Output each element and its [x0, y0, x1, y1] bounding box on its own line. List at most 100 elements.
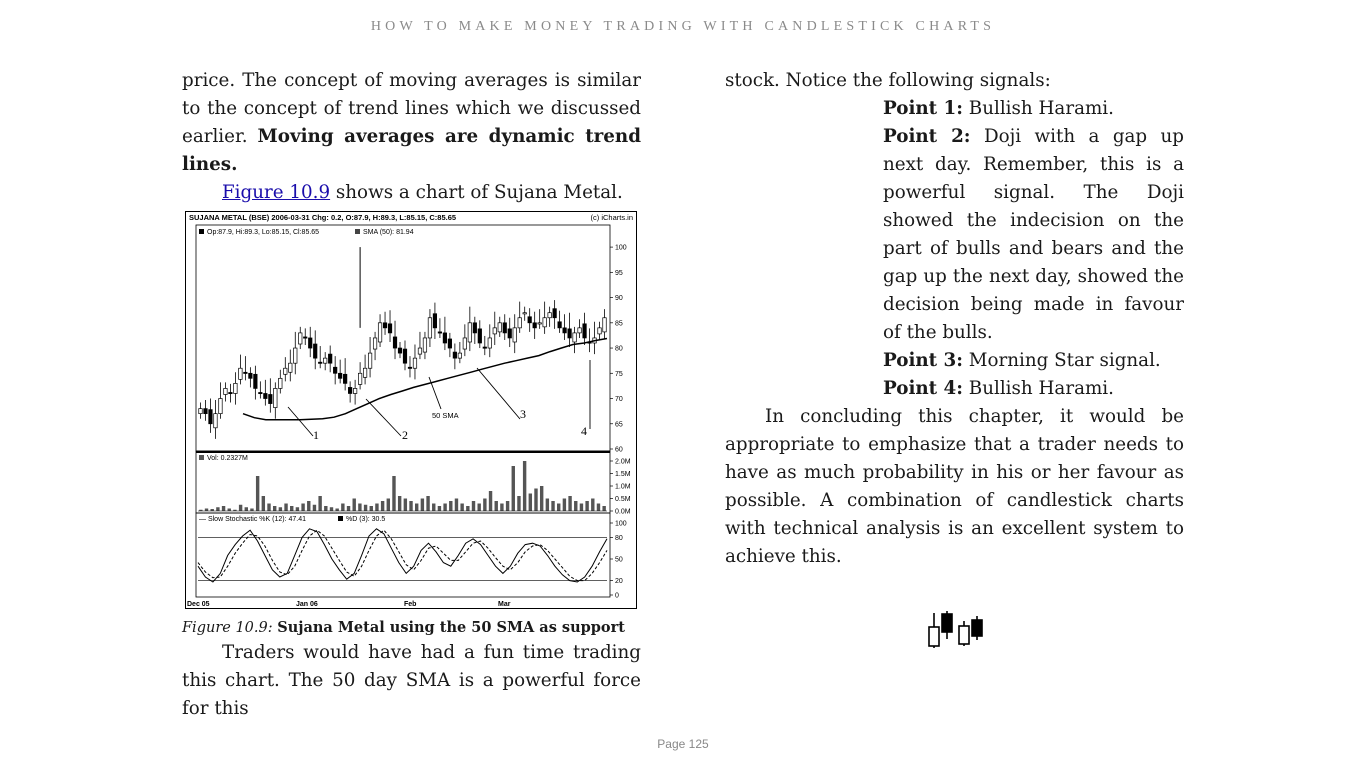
bold-dynamic-trend-lines: Moving averages are dynamic trend lines. — [182, 126, 641, 175]
volume-bar — [392, 476, 396, 511]
candle-body — [492, 327, 497, 335]
point-1-text: Bullish Harami. — [962, 98, 1114, 119]
marker-3: 3 — [520, 407, 526, 421]
stochastic-k-line — [197, 528, 608, 583]
candle-body — [472, 322, 477, 334]
volume-bar — [534, 488, 538, 511]
volume-bar — [324, 506, 328, 511]
volume-bar — [568, 496, 572, 511]
volume-bar — [199, 509, 203, 511]
volume-bar — [585, 501, 589, 511]
candle-body — [283, 367, 288, 375]
candle-body — [387, 323, 393, 334]
candle-body — [208, 409, 213, 425]
volume-bar — [574, 501, 578, 511]
price-tick-label: 95 — [615, 270, 623, 277]
volume-bar — [358, 503, 362, 511]
price-ticks: 100 95 90 85 80 75 70 65 60 — [610, 245, 627, 454]
chart-source: (c) iCharts.in — [590, 213, 633, 222]
volume-tick-label: 0.5M — [615, 496, 631, 503]
candle-body — [377, 322, 383, 343]
stochastic-legend-swatch — [338, 516, 343, 521]
candle-body — [547, 312, 552, 319]
x-tick-dec: Dec 05 — [187, 601, 210, 608]
volume-bar — [443, 503, 447, 511]
volume-bar — [551, 501, 555, 511]
candle-body — [407, 366, 413, 369]
marker-4: 4 — [581, 424, 587, 438]
paragraph-signals-intro: stock. Notice the following signals: — [725, 70, 1051, 91]
paragraph-figure-reference: Figure 10.9 shows a chart of Sujana Meta… — [182, 179, 641, 207]
candle-body — [557, 321, 562, 329]
volume-bar — [500, 503, 504, 511]
candle-body — [313, 343, 318, 359]
candles — [198, 247, 607, 439]
price-tick-label: 65 — [615, 421, 623, 428]
candle-body — [328, 353, 333, 364]
candle-body — [338, 372, 343, 379]
volume-legend: Vol: 0.2327M — [207, 455, 248, 462]
price-tick-label: 100 — [615, 245, 627, 252]
volume-bar — [363, 504, 368, 511]
volume-bar — [352, 498, 356, 511]
candle-body — [447, 338, 452, 349]
marker-2: 2 — [402, 428, 408, 442]
candle-body — [233, 383, 238, 394]
figure-10-9-link[interactable]: Figure 10.9 — [222, 182, 331, 203]
volume-bar — [426, 496, 430, 511]
volume-bar — [494, 501, 498, 511]
text-figure-reference: shows a chart of Sujana Metal. — [330, 182, 623, 203]
candle-body — [412, 357, 418, 369]
volume-bar — [267, 503, 271, 511]
candle-body — [303, 336, 308, 339]
candle-body — [572, 332, 577, 343]
candlestick-ornament-icon — [928, 611, 983, 648]
volume-bar — [318, 496, 322, 511]
point-4-text: Bullish Harami. — [962, 378, 1114, 399]
candle-body — [293, 347, 298, 364]
volume-bar — [471, 501, 476, 511]
volume-bar — [307, 501, 311, 511]
candle-body — [323, 357, 328, 364]
point-1: Point 1: Bullish Harami. — [883, 95, 1184, 123]
candle-body — [417, 347, 423, 355]
price-legend: Op:87.9, Hi:89.3, Lo:85.15, Cl:85.65 — [207, 229, 319, 236]
volume-bar — [250, 508, 254, 511]
candle-body — [582, 323, 587, 339]
candle-body — [308, 337, 313, 349]
chart-title: SUJANA METAL (BSE) 2006-03-31 Chg: 0.2, … — [189, 213, 456, 222]
stochastic-tick-label: 0 — [615, 593, 619, 600]
volume-bar — [602, 506, 606, 511]
right-column: stock. Notice the following signals: Poi… — [725, 67, 1184, 571]
volume-bar — [375, 503, 379, 511]
volume-bar — [437, 506, 442, 511]
point-4-label: Point 4: — [883, 378, 963, 399]
candle-body — [258, 392, 263, 395]
volume-bar — [290, 506, 294, 511]
volume-tick-label: 2.0M — [615, 459, 631, 466]
candle-body — [482, 346, 487, 349]
sma-legend-swatch — [355, 229, 360, 234]
volume-bar — [238, 504, 243, 511]
volume-bar — [449, 501, 453, 511]
price-tick-label: 90 — [615, 295, 623, 302]
candle-body — [552, 308, 557, 319]
stochastic-legend-d: %D (3): 30.5 — [346, 516, 385, 523]
candle-body — [542, 317, 547, 328]
volume-bar — [341, 503, 345, 511]
candle-body — [402, 348, 408, 364]
sma-annotation: 50 SMA — [432, 411, 459, 420]
volume-bar — [539, 486, 544, 511]
stochastic-tick-label: 50 — [615, 557, 623, 564]
volume-bar — [562, 498, 567, 511]
point-3-text: Morning Star signal. — [962, 350, 1161, 371]
volume-bar — [216, 507, 220, 511]
candle-body — [532, 322, 537, 329]
volume-bar — [346, 506, 351, 511]
candle-body — [392, 336, 398, 349]
marker-1: 1 — [313, 428, 319, 442]
candle-body — [343, 373, 348, 384]
caption-text: Sujana Metal using the 50 SMA as support — [277, 619, 625, 636]
paragraph-moving-averages: price. The concept of moving averages is… — [182, 67, 641, 179]
left-column: price. The concept of moving averages is… — [182, 67, 641, 723]
